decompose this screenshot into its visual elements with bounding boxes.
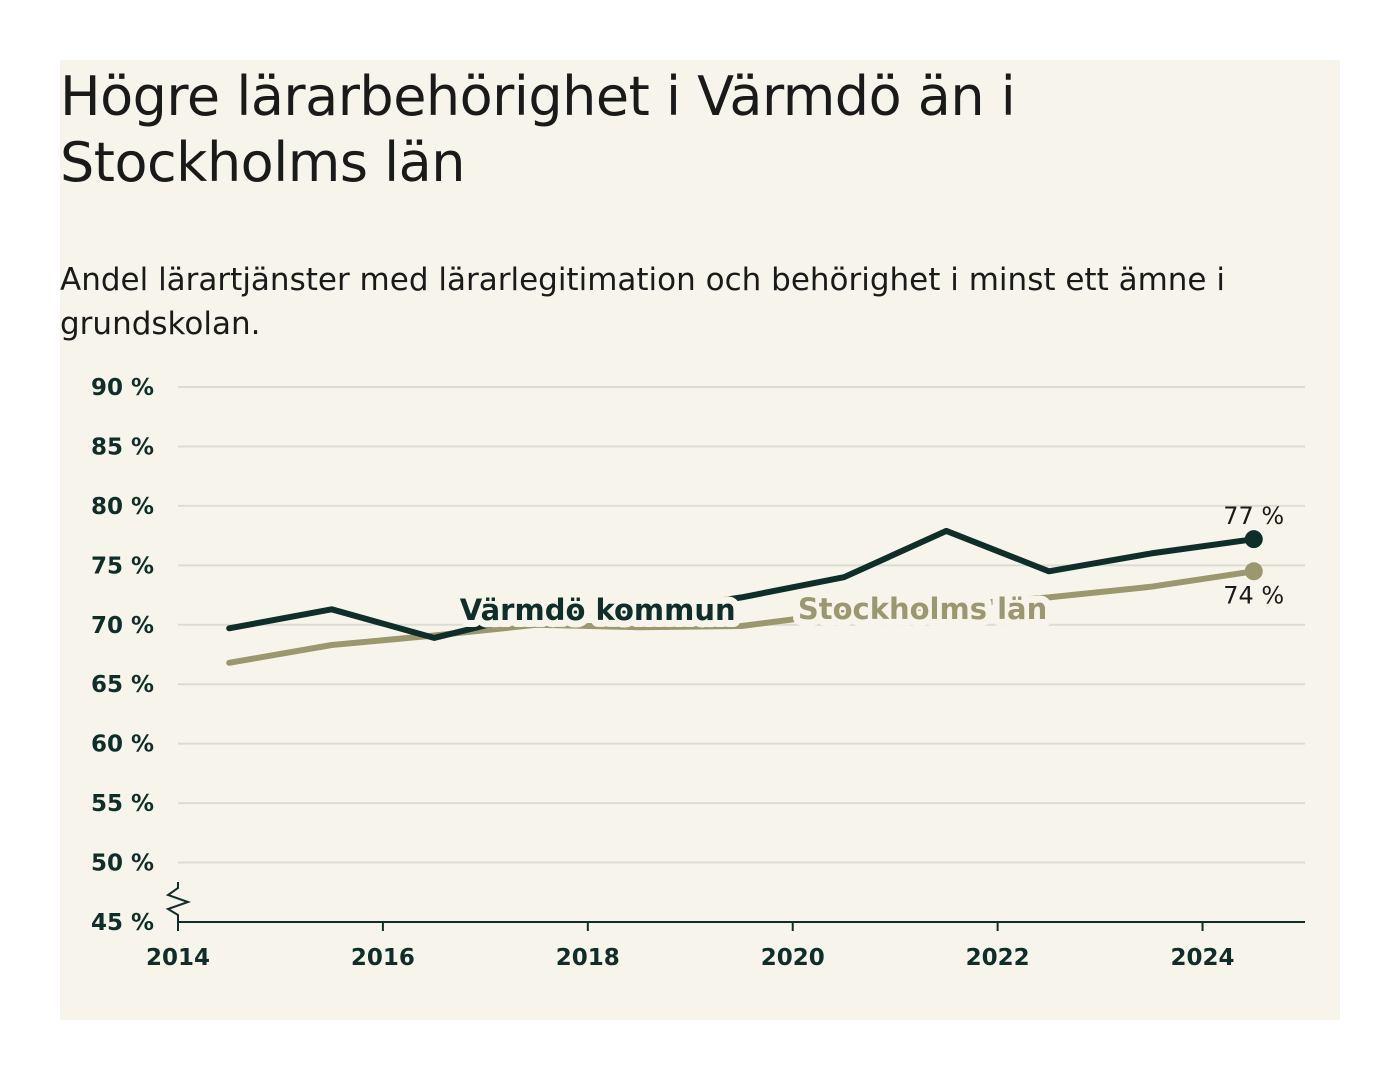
- y-tick-label: 45 %: [91, 910, 154, 936]
- y-tick-label: 65 %: [91, 672, 154, 698]
- x-tick-label: 2014: [146, 945, 210, 971]
- series-label-stockholm: Stockholms län: [798, 592, 1047, 626]
- y-tick-label: 75 %: [91, 553, 154, 579]
- series-line: [226, 568, 1257, 666]
- y-tick-label: 90 %: [91, 375, 154, 401]
- x-axis: 2014 2016 2018 2020 2022 2024: [146, 882, 1305, 971]
- y-tick-label: 85 %: [91, 434, 154, 460]
- chart-subtitle: Andel lärartjänster med lärarlegitimatio…: [60, 262, 1225, 342]
- series-label-varmdo: Värmdö kommun: [460, 593, 736, 627]
- series-end-point: [1244, 562, 1263, 581]
- chart-card: Högre lärarbehörighet i Värmdö än i Stoc…: [60, 60, 1340, 1020]
- x-tick-label: 2020: [761, 945, 825, 971]
- end-value-label: 77 %: [1223, 502, 1284, 530]
- x-tick-label: 2024: [1171, 945, 1235, 971]
- x-tick-label: 2022: [966, 945, 1030, 971]
- end-value-label: 74 %: [1223, 581, 1284, 609]
- series-end-point: [1244, 530, 1263, 549]
- series-line: [226, 527, 1257, 641]
- x-tick-label: 2018: [556, 945, 620, 971]
- y-tick-label: 50 %: [91, 851, 154, 877]
- series-labels: Värmdö kommun Stockholms län 77 % 74 %: [453, 502, 1285, 634]
- y-tick-label: 60 %: [91, 732, 154, 758]
- series-lines: [226, 527, 1263, 666]
- y-axis-ticks: 45 % 50 % 55 % 60 % 65 % 70 % 75 % 80 % 85 % 90 %: [91, 375, 154, 936]
- y-tick-label: 70 %: [91, 613, 154, 639]
- chart-title: Högre lärarbehörighet i Värmdö än i Stoc…: [60, 65, 1016, 194]
- line-chart: 45 % 50 % 55 % 60 % 65 % 70 % 75 % 80 % 85 % 90 %…: [91, 375, 1305, 971]
- axis-break-icon: [165, 882, 192, 922]
- y-tick-label: 55 %: [91, 791, 154, 817]
- y-tick-label: 80 %: [91, 494, 154, 520]
- x-tick-label: 2016: [351, 945, 415, 971]
